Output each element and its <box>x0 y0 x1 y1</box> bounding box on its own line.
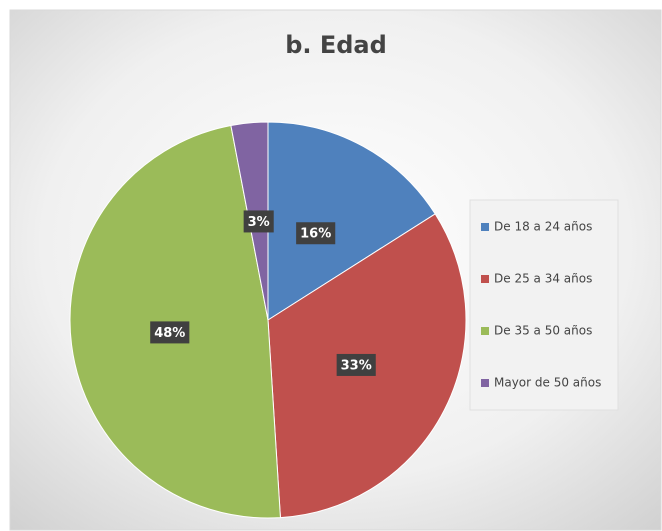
data-label: 16% <box>300 227 331 242</box>
data-label: 33% <box>341 358 372 373</box>
data-label-box <box>296 222 336 245</box>
data-label-box <box>243 210 274 233</box>
legend-label: De 18 a 24 años <box>494 220 592 234</box>
data-label: 3% <box>248 215 270 230</box>
data-label-box <box>336 353 376 376</box>
legend-swatch <box>481 379 489 387</box>
legend-label: Mayor de 50 años <box>494 376 601 390</box>
data-label-box <box>150 321 190 344</box>
legend-swatch <box>481 327 489 335</box>
pie-slice <box>267 121 436 321</box>
data-label: 48% <box>154 326 185 341</box>
legend-swatch <box>481 223 489 231</box>
legend-label: De 25 a 34 años <box>494 272 592 286</box>
legend <box>469 199 619 411</box>
legend-swatch <box>481 275 489 283</box>
legend-label: De 35 a 50 años <box>494 324 592 338</box>
chart-title: b. Edad <box>285 31 387 59</box>
